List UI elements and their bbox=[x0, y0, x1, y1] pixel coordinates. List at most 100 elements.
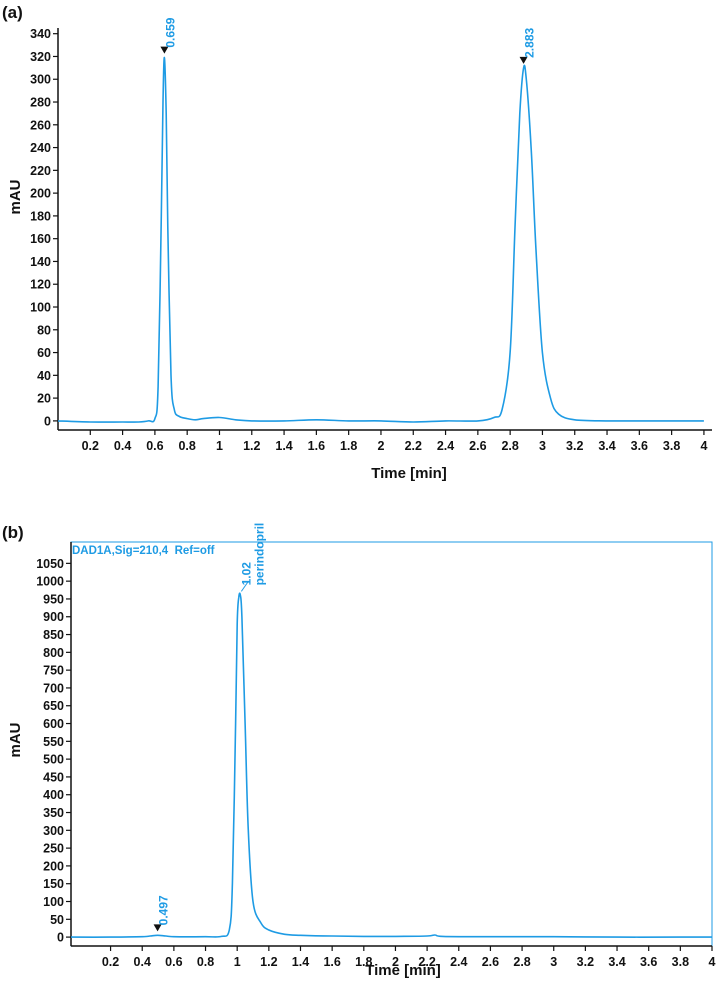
chart-a-y-tick-label: 320 bbox=[30, 50, 51, 64]
chart-b-y-tick-label: 450 bbox=[43, 770, 64, 784]
chart-a-y-tick-label: 140 bbox=[30, 255, 51, 269]
chart-b-x-ticks: 0.2 0.4 0.6 0.8 1 1.2 1.4 1.6 1.8 2 2.2 2.4 2.6 2.8 3 3… bbox=[102, 946, 716, 969]
chart-b-x-tick-label: 4 bbox=[709, 955, 716, 969]
chart-b-y-tick-label: 1000 bbox=[36, 575, 64, 589]
chart-a-x-tick-label: 3.8 bbox=[663, 439, 680, 453]
chart-b-x-tick-label: 1 bbox=[234, 955, 241, 969]
chart-a-x-tick-label: 4 bbox=[700, 439, 707, 453]
chart-b-x-tick-label: 3.4 bbox=[608, 955, 625, 969]
chart-b-x-tick-label: 1.8 bbox=[355, 955, 372, 969]
chart-a-y-tick-label: 0 bbox=[44, 414, 51, 428]
chart-b-y-tick-label: 250 bbox=[43, 842, 64, 856]
chart-a-x-tick-label: 2.4 bbox=[437, 439, 454, 453]
chart-a-peak-label: 2.883 bbox=[523, 28, 537, 58]
chart-a-x-tick-label: 2.6 bbox=[469, 439, 486, 453]
chart-b-y-tick-label: 300 bbox=[43, 824, 64, 838]
chart-b-x-tick-label: 0.6 bbox=[165, 955, 182, 969]
chart-b-x-tick-label: 2.6 bbox=[482, 955, 499, 969]
chart-b-frame bbox=[70, 541, 713, 947]
chart-a-x-tick-label: 3.4 bbox=[598, 439, 615, 453]
chart-b-y-tick-label: 650 bbox=[43, 699, 64, 713]
chart-a-y-tick-label: 120 bbox=[30, 278, 51, 292]
chart-b-x-tick-label: 3.2 bbox=[577, 955, 594, 969]
chart-a-y-tick-label: 180 bbox=[30, 209, 51, 223]
chart-a-y-tick-label: 20 bbox=[37, 392, 51, 406]
chart-b-x-tick-label: 3.8 bbox=[672, 955, 689, 969]
chart-a-x-tick-label: 1.4 bbox=[275, 439, 292, 453]
chart-a-x-tick-label: 2.2 bbox=[405, 439, 422, 453]
chart-a-y-tick-label: 100 bbox=[30, 301, 51, 315]
chart-b-y-tick-label: 50 bbox=[50, 913, 64, 927]
chart-a-x-tick-label: 0.6 bbox=[146, 439, 163, 453]
chart-a-x-ticks: 0.2 0.4 0.6 0.8 1 1.2 1.4 1.6 1.8 2 2.2 2.4 2.6 2.8 3 3… bbox=[82, 430, 707, 453]
chart-a-x-tick-label: 1.2 bbox=[243, 439, 260, 453]
panel-b-label: (b) bbox=[2, 523, 24, 542]
chart-b-y-tick-label: 400 bbox=[43, 788, 64, 802]
chart-b-x-axis-title: Time [min] bbox=[365, 962, 441, 979]
chart-a-peak-label: 0.659 bbox=[163, 17, 177, 47]
chart-a-x-tick-label: 3.6 bbox=[631, 439, 648, 453]
chart-b-y-tick-label: 1050 bbox=[36, 557, 64, 571]
chart-a-y-tick-label: 200 bbox=[30, 187, 51, 201]
chart-b-x-tick-label: 2 bbox=[392, 955, 399, 969]
chart-a-y-tick-label: 280 bbox=[30, 96, 51, 110]
chart-b-y-tick-label: 350 bbox=[43, 806, 64, 820]
chart-a-y-ticks: 0 20 40 60 80 100 120 140 160 180 200 220 240 260 280 3… bbox=[30, 27, 58, 428]
chart-panel-b: (b) DAD1A,Sig=210,4 Ref=off 0 50 100 150 200… bbox=[2, 523, 716, 979]
chart-b-peaks: 0.497 1.02 perindopril bbox=[153, 523, 266, 932]
chart-a-x-tick-label: 2.8 bbox=[501, 439, 518, 453]
chart-a-x-tick-label: 2 bbox=[377, 439, 384, 453]
chart-b-y-tick-label: 950 bbox=[43, 592, 64, 606]
chart-a-y-axis-title: mAU bbox=[7, 179, 24, 214]
chart-a-x-tick-label: 0.2 bbox=[82, 439, 99, 453]
chart-b-x-tick-label: 2.2 bbox=[418, 955, 435, 969]
chart-a-y-tick-label: 40 bbox=[37, 369, 51, 383]
chart-b-y-tick-label: 200 bbox=[43, 859, 64, 873]
chart-b-y-tick-label: 800 bbox=[43, 646, 64, 660]
chart-b-peak-label: 1.02 bbox=[239, 562, 253, 586]
chart-b-x-tick-label: 3 bbox=[550, 955, 557, 969]
chart-b-x-tick-label: 1.4 bbox=[292, 955, 309, 969]
chart-b-x-tick-label: 3.6 bbox=[640, 955, 657, 969]
chart-a-x-tick-label: 1 bbox=[216, 439, 223, 453]
chart-a-y-tick-label: 80 bbox=[37, 323, 51, 337]
chart-b-y-tick-label: 600 bbox=[43, 717, 64, 731]
chart-b-y-tick-label: 0 bbox=[57, 931, 64, 945]
chart-a-y-tick-label: 160 bbox=[30, 232, 51, 246]
chart-b-x-tick-label: 2.4 bbox=[450, 955, 467, 969]
chart-a-y-tick-label: 240 bbox=[30, 141, 51, 155]
chart-b-peak-leader bbox=[240, 581, 249, 592]
chart-b-y-axis-title: mAU bbox=[7, 722, 24, 757]
chart-a-y-tick-label: 300 bbox=[30, 73, 51, 87]
chart-b-y-tick-label: 700 bbox=[43, 681, 64, 695]
chart-a-peaks: 0.659 2.883 bbox=[160, 17, 537, 64]
chart-a-x-tick-label: 0.4 bbox=[114, 439, 131, 453]
chart-a-x-tick-label: 1.6 bbox=[308, 439, 325, 453]
chart-b-x-tick-label: 0.4 bbox=[134, 955, 151, 969]
chart-b-y-tick-label: 100 bbox=[43, 895, 64, 909]
chart-b-y-tick-label: 550 bbox=[43, 735, 64, 749]
chart-b-x-tick-label: 2.8 bbox=[513, 955, 530, 969]
chart-b-axes bbox=[70, 542, 712, 947]
chart-a-x-tick-label: 1.8 bbox=[340, 439, 357, 453]
chart-a-x-tick-label: 3 bbox=[539, 439, 546, 453]
chart-b-x-tick-label: 0.8 bbox=[197, 955, 214, 969]
chart-a-peak-marker bbox=[519, 56, 528, 64]
chart-b-y-tick-label: 500 bbox=[43, 753, 64, 767]
chart-b-y-tick-label: 750 bbox=[43, 664, 64, 678]
chart-b-trace-line bbox=[70, 592, 712, 938]
chart-a-x-tick-label: 3.2 bbox=[566, 439, 583, 453]
chart-b-x-tick-label: 1.2 bbox=[260, 955, 277, 969]
chart-b-x-tick-label: 1.6 bbox=[323, 955, 340, 969]
chart-a-x-axis-title: Time [min] bbox=[371, 465, 447, 482]
chart-panel-a: (a) 0 20 40 60 80 100 120 140 160 180 200 220 240 260… bbox=[2, 3, 712, 482]
chart-a-axes bbox=[57, 28, 712, 431]
chart-a-trace-line bbox=[57, 56, 704, 423]
chart-a-x-tick-label: 0.8 bbox=[178, 439, 195, 453]
panel-a-label: (a) bbox=[2, 3, 23, 22]
chart-a-y-tick-label: 260 bbox=[30, 118, 51, 132]
chart-b-y-tick-label: 900 bbox=[43, 610, 64, 624]
chart-b-peak-label: 0.497 bbox=[157, 895, 171, 925]
chart-b-y-tick-label: 850 bbox=[43, 628, 64, 642]
